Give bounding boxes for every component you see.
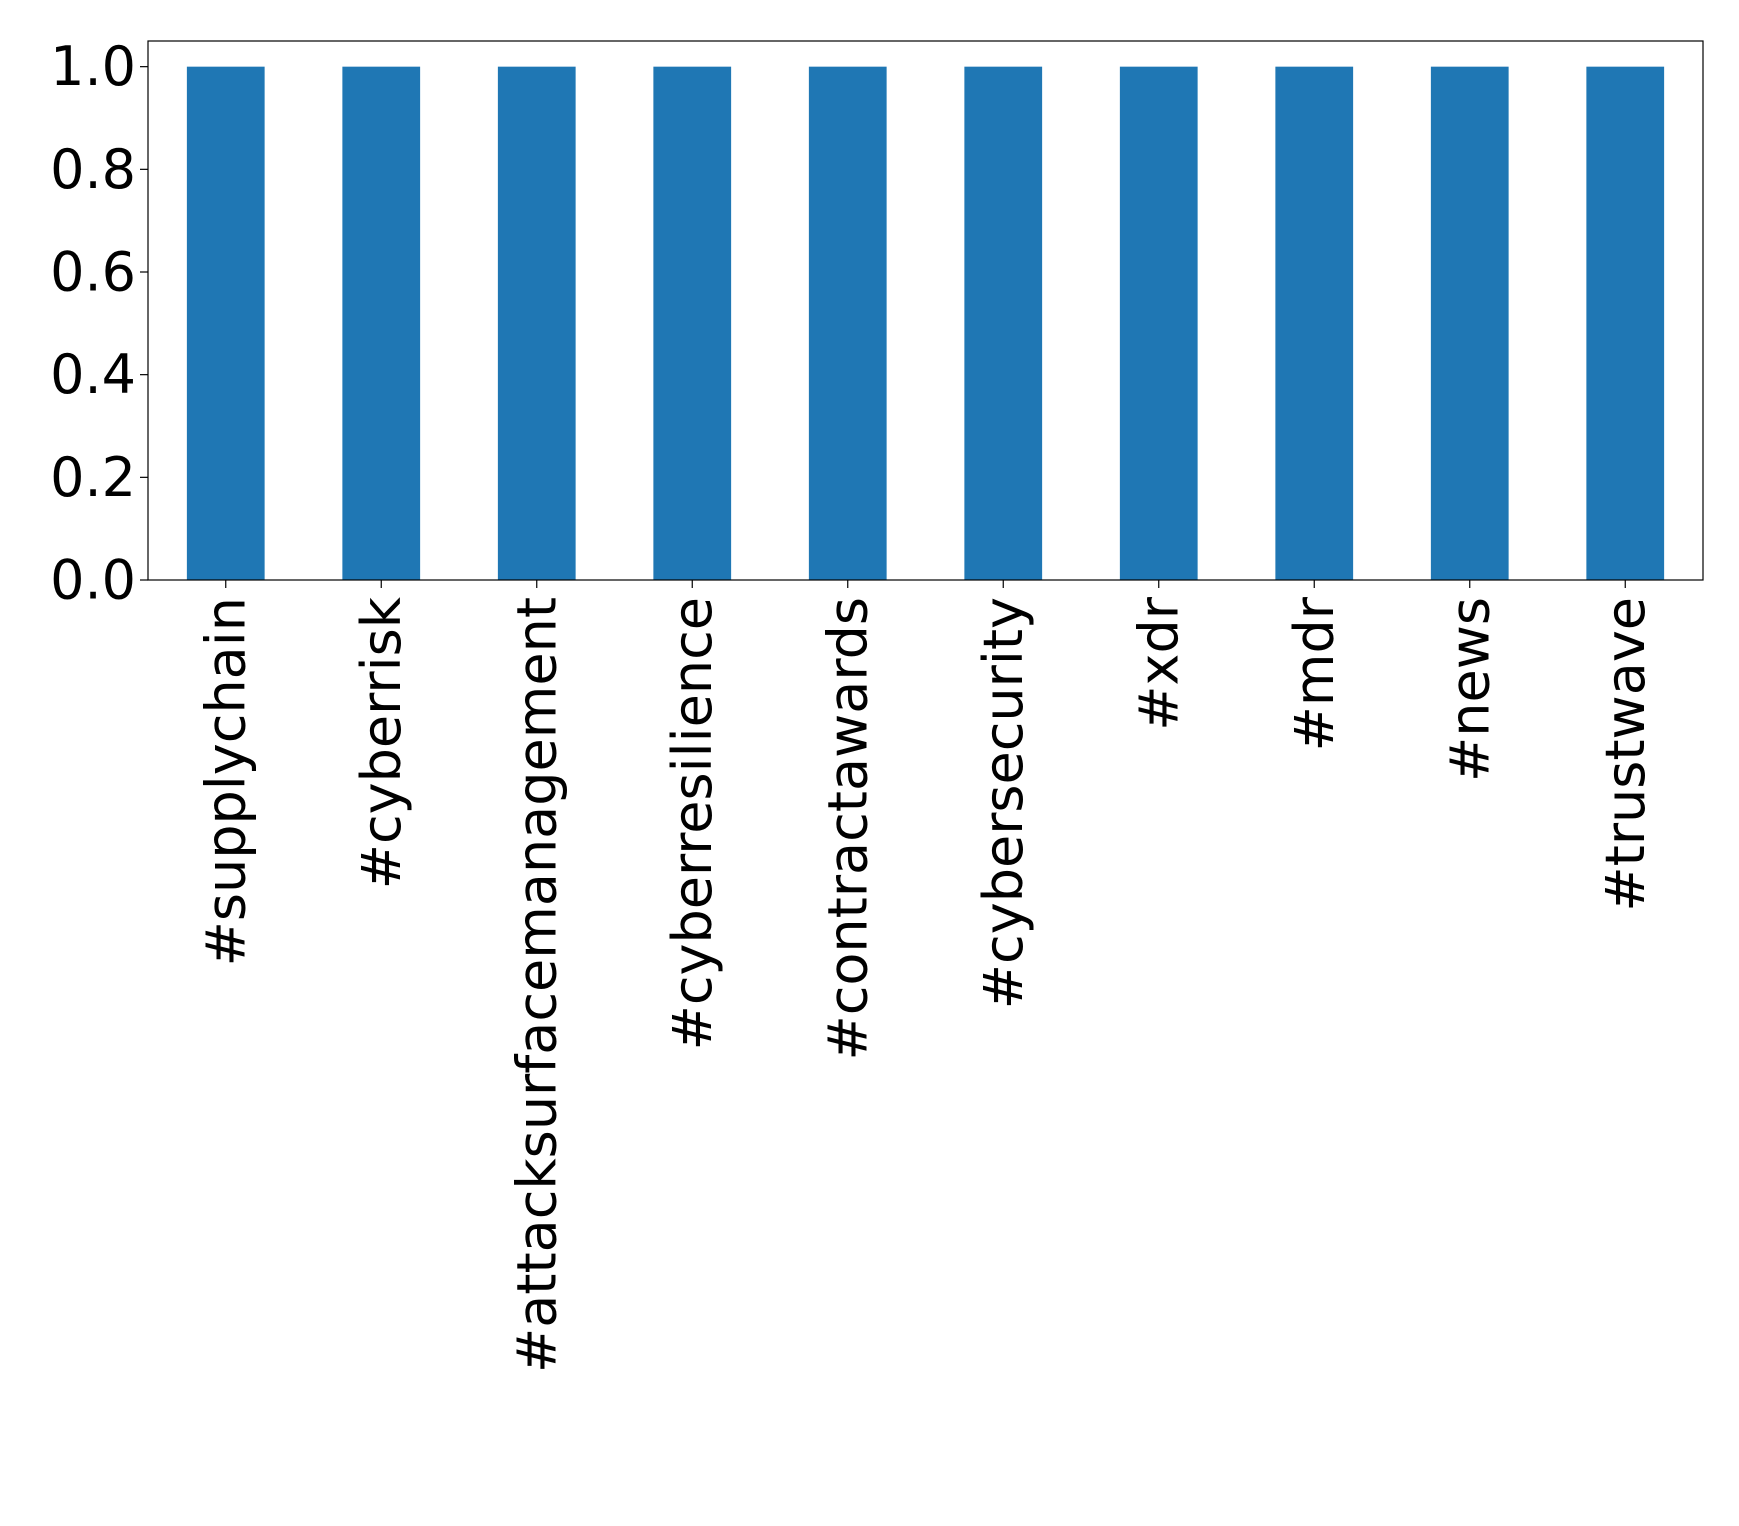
bar [808,66,887,580]
x-tick-label: #cyberrisk [350,596,413,889]
x-tick-label: #supplychain [194,597,257,966]
y-tick-label: 0.2 [50,446,136,509]
y-tick-label: 0.0 [50,549,136,612]
plot-frame [147,40,1704,581]
x-axis: #supplychain #cyberrisk #attacksurfacemana… [194,580,1657,1373]
bar [1119,66,1198,580]
x-tick-label: #cyberresilience [661,597,724,1050]
bar [1586,66,1665,580]
y-tick-label: 0.8 [50,138,136,201]
y-tick-label: 0.6 [50,241,136,304]
bar [342,66,421,580]
x-tick-label: #mdr [1283,596,1346,751]
x-tick-label: #contractawards [816,597,879,1061]
bar [653,66,732,580]
bar [186,66,265,580]
x-tick-label: #trustwave [1594,597,1657,912]
bar [1275,66,1354,580]
x-tick-label: #attacksurfacemanagement [505,597,568,1373]
y-tick-label: 1.0 [50,35,136,98]
y-axis: 0.0 0.2 0.4 0.6 0.8 1.0 [50,35,148,612]
x-tick-label: #news [1438,597,1501,782]
x-tick-label: #xdr [1127,596,1190,730]
x-tick-label: #cybersecurity [972,597,1035,1009]
bar [497,66,576,580]
bar [1430,66,1509,580]
bars-group [186,66,1665,580]
bar [964,66,1043,580]
y-tick-label: 0.4 [50,343,136,406]
